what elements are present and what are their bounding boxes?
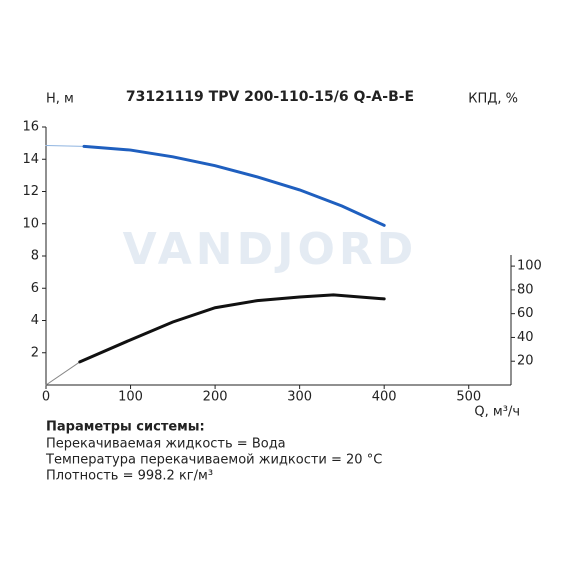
x-tick-label: 100 <box>118 390 143 405</box>
watermark: VANDJORD <box>123 224 418 275</box>
y-tick-label: 2 <box>31 345 39 360</box>
curve <box>82 144 386 227</box>
y2-tick-label: 40 <box>517 330 534 345</box>
chart-title: 73121119 TPV 200-110-15/6 Q-A-B-E <box>126 89 414 105</box>
params-line: Перекачиваемая жидкость = Вода <box>46 437 286 452</box>
x-axis-label: Q, м³/ч <box>474 405 520 420</box>
params-line: Плотность = 998.2 кг/м³ <box>46 469 213 484</box>
x-tick-label: 500 <box>456 390 481 405</box>
x-tick-label: 300 <box>287 390 312 405</box>
y-tick-label: 6 <box>31 281 39 296</box>
y2-tick-label: 80 <box>517 282 534 297</box>
y-tick-label: 4 <box>31 313 39 328</box>
params-line: Температура перекачиваемой жидкости = 20… <box>45 453 382 468</box>
x-tick-label: 0 <box>42 390 50 405</box>
y-axis-label: H, м <box>46 92 74 107</box>
y2-tick-label: 60 <box>517 306 534 321</box>
curve <box>78 293 386 364</box>
y-tick-label: 14 <box>22 152 39 167</box>
x-tick-label: 200 <box>203 390 228 405</box>
y-tick-label: 12 <box>22 184 39 199</box>
y2-axis-label: КПД, % <box>468 92 518 107</box>
y-tick-label: 16 <box>22 120 39 135</box>
params-heading: Параметры системы: <box>46 420 205 435</box>
y2-tick-label: 100 <box>517 259 542 274</box>
curve <box>45 361 81 386</box>
y-tick-label: 8 <box>31 249 39 264</box>
y-tick-label: 10 <box>22 216 39 231</box>
y2-tick-label: 20 <box>517 354 534 369</box>
curve <box>45 145 85 147</box>
x-tick-label: 400 <box>372 390 397 405</box>
